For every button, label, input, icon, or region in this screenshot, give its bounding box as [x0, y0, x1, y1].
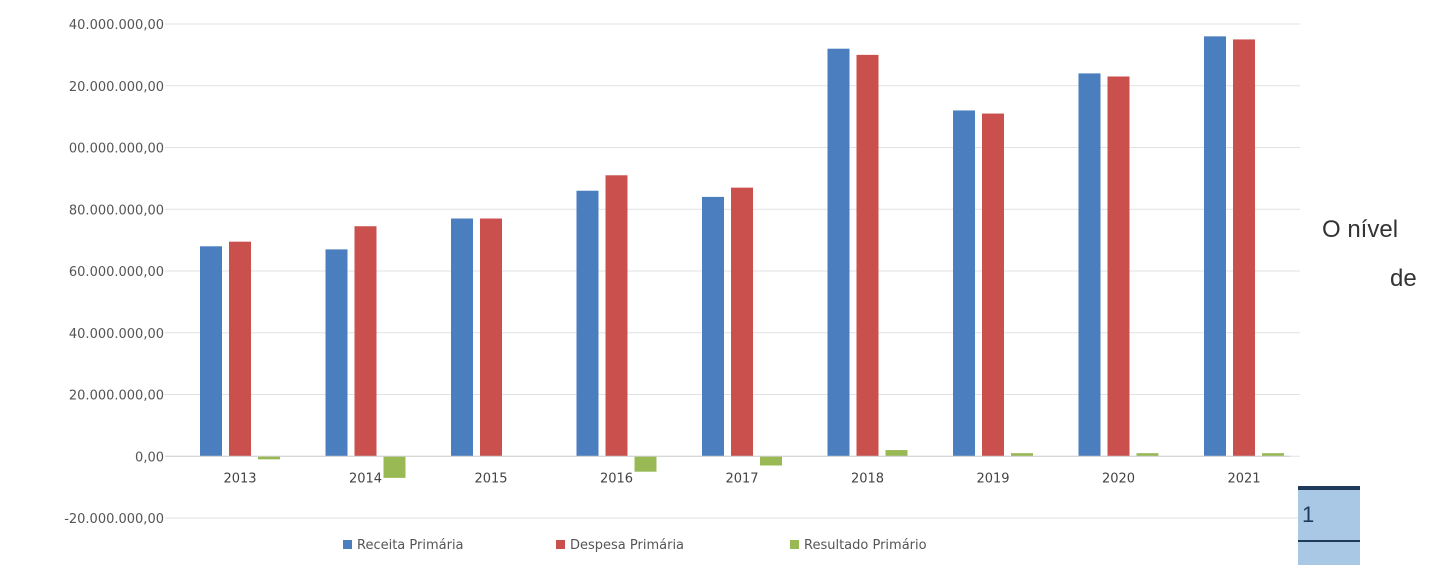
bar-receita-prim-ria2013 — [200, 246, 222, 457]
bar-despesa-prim-ria2017 — [731, 187, 753, 457]
y-tick-label: 40.000.000,00 — [69, 327, 164, 342]
y-tick-label: -20.000.000,00 — [64, 512, 164, 527]
legend-swatch — [790, 540, 799, 549]
bar-resultado-prim-rio2014 — [383, 456, 406, 478]
bar-despesa-prim-ria2014 — [354, 226, 377, 457]
legend-label: Receita Primária — [357, 538, 464, 553]
bar-despesa-prim-ria2021 — [1233, 39, 1255, 457]
bar-despesa-prim-ria2020 — [1107, 76, 1130, 457]
bar-despesa-prim-ria2015 — [480, 218, 502, 457]
legend-swatch — [556, 540, 565, 549]
bar-resultado-prim-rio2017 — [760, 456, 782, 466]
legend: Receita Primária Despesa Primária Resultad… — [343, 538, 927, 553]
bar-receita-prim-ria2017 — [702, 196, 724, 457]
bar-receita-prim-ria2014 — [325, 249, 348, 457]
bar-receita-prim-ria2020 — [1078, 73, 1101, 457]
x-tick-label: 2017 — [725, 471, 758, 486]
x-tick-label: 2014 — [349, 471, 382, 486]
bar-resultado-prim-rio2021 — [1262, 453, 1284, 457]
y-tick-label: 00.000.000,00 — [69, 142, 164, 157]
page-number-box: 1 — [1298, 486, 1360, 565]
x-tick-label: 2015 — [474, 471, 507, 486]
y-tick-label: 80.000.000,00 — [69, 203, 164, 218]
x-axis: 2013 2014 2015 2016 2017 2018 2019 2020 2021 — [165, 455, 1290, 486]
y-axis: 40.000.000,00 20.000.000,00 00.000.000,00 8… — [64, 18, 164, 527]
x-tick-label: 2021 — [1227, 471, 1260, 486]
bar-resultado-prim-rio2018 — [885, 450, 908, 457]
bar-resultado-prim-rio2020 — [1136, 453, 1159, 457]
x-tick-label: 2020 — [1102, 471, 1135, 486]
bar-receita-prim-ria2018 — [827, 48, 850, 457]
bar-despesa-prim-ria2018 — [856, 54, 879, 457]
x-tick-label: 2016 — [600, 471, 633, 486]
bar-resultado-prim-rio2016 — [634, 456, 657, 472]
x-tick-label: 2013 — [223, 471, 256, 486]
bar-receita-prim-ria2015 — [451, 218, 473, 457]
bar-receita-prim-ria2021 — [1204, 36, 1226, 457]
side-text-line-2: de — [1390, 265, 1417, 292]
bar-despesa-prim-ria2013 — [229, 241, 251, 457]
legend-swatch — [343, 540, 352, 549]
x-tick-label: 2019 — [976, 471, 1009, 486]
bar-resultado-prim-rio2019 — [1011, 453, 1033, 457]
bar-despesa-prim-ria2019 — [982, 113, 1004, 457]
bar-despesa-prim-ria2016 — [605, 175, 628, 457]
y-tick-label: 40.000.000,00 — [69, 18, 164, 33]
bar-chart: 40.000.000,00 20.000.000,00 00.000.000,00 8… — [64, 18, 1300, 553]
bar-receita-prim-ria2016 — [576, 190, 599, 457]
y-tick-label: 0,00 — [135, 450, 164, 465]
legend-label: Resultado Primário — [804, 538, 927, 553]
side-text-line-1: O nível — [1322, 216, 1399, 243]
y-tick-label: 20.000.000,00 — [69, 389, 164, 404]
y-tick-label: 20.000.000,00 — [69, 80, 164, 95]
legend-label: Despesa Primária — [570, 538, 684, 553]
page-box-divider — [1298, 540, 1360, 542]
x-tick-label: 2018 — [851, 471, 884, 486]
bar-resultado-prim-rio2013 — [258, 456, 280, 460]
y-tick-label: 60.000.000,00 — [69, 265, 164, 280]
bars — [200, 36, 1284, 478]
bar-receita-prim-ria2019 — [953, 110, 975, 457]
page-number: 1 — [1302, 502, 1315, 527]
